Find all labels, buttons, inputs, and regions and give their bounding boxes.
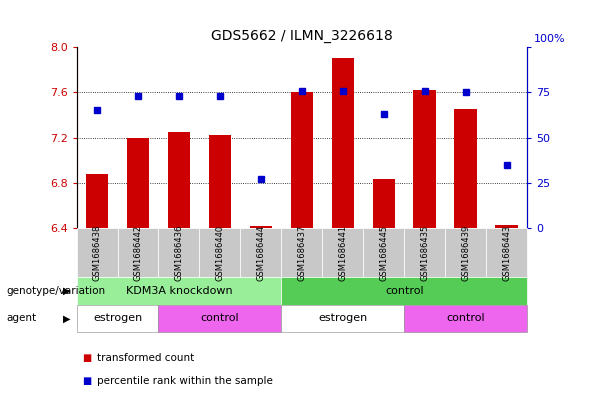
Text: percentile rank within the sample: percentile rank within the sample xyxy=(97,376,273,386)
Bar xyxy=(209,135,231,228)
Bar xyxy=(250,226,272,228)
Text: GSM1686435: GSM1686435 xyxy=(420,224,429,281)
Bar xyxy=(455,109,477,228)
Bar xyxy=(495,224,518,228)
Text: GSM1686444: GSM1686444 xyxy=(256,224,266,281)
Text: ■: ■ xyxy=(82,353,92,363)
Text: control: control xyxy=(446,313,485,323)
Text: ▶: ▶ xyxy=(63,313,71,323)
Text: agent: agent xyxy=(6,313,36,323)
Text: GSM1686442: GSM1686442 xyxy=(134,224,143,281)
Bar xyxy=(290,92,313,228)
Bar xyxy=(86,174,108,228)
Text: GSM1686445: GSM1686445 xyxy=(379,224,388,281)
Text: estrogen: estrogen xyxy=(318,313,368,323)
Text: GSM1686437: GSM1686437 xyxy=(297,224,306,281)
Text: GSM1686441: GSM1686441 xyxy=(338,224,348,281)
Text: ■: ■ xyxy=(82,376,92,386)
Bar xyxy=(332,59,354,228)
Text: control: control xyxy=(201,313,239,323)
Text: transformed count: transformed count xyxy=(97,353,194,363)
Text: estrogen: estrogen xyxy=(93,313,142,323)
Bar xyxy=(413,90,436,228)
Text: GSM1686438: GSM1686438 xyxy=(92,224,101,281)
Text: KDM3A knockdown: KDM3A knockdown xyxy=(125,286,232,296)
Bar xyxy=(372,179,395,228)
Text: GSM1686436: GSM1686436 xyxy=(174,224,184,281)
Text: control: control xyxy=(385,286,423,296)
Text: GSM1686439: GSM1686439 xyxy=(461,224,470,281)
Text: 100%: 100% xyxy=(534,34,565,44)
Title: GDS5662 / ILMN_3226618: GDS5662 / ILMN_3226618 xyxy=(211,29,393,43)
Text: genotype/variation: genotype/variation xyxy=(6,286,105,296)
Bar xyxy=(127,138,149,228)
Text: GSM1686443: GSM1686443 xyxy=(502,224,511,281)
Bar xyxy=(168,132,190,228)
Text: GSM1686440: GSM1686440 xyxy=(216,224,224,281)
Text: ▶: ▶ xyxy=(63,286,71,296)
